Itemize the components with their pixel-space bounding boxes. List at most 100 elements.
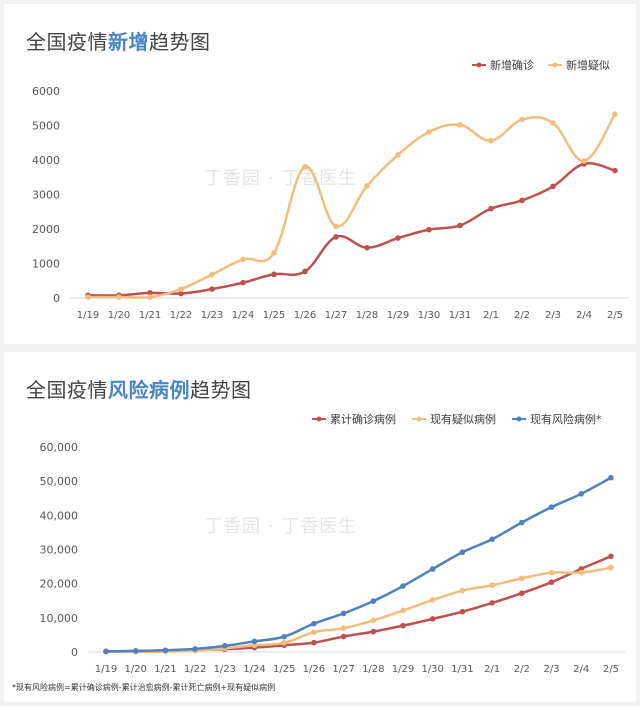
data-point [271,271,277,278]
data-point [457,222,463,229]
data-point [103,648,109,655]
data-point [488,137,494,144]
data-point [395,152,401,158]
data-point [281,633,288,640]
data-point [400,622,406,629]
x-tick-label: 2/4 [573,664,589,675]
data-point [548,579,555,585]
data-point [147,290,153,296]
y-tick-label: 5000 [32,120,60,133]
x-tick-label: 1/29 [392,664,414,675]
data-point [240,256,246,263]
series-line [105,566,612,654]
series-line [87,113,617,299]
data-point [209,271,215,278]
line-chart-risk-cases: 0 10,000 20,000 30,000 40,000 50,000 60,000 1/1… [40,412,625,675]
data-point [400,607,406,614]
y-tick-label: 0 [53,292,60,305]
x-tick-label: 1/27 [332,664,354,675]
x-tick-label: 2/5 [603,664,619,675]
data-point [519,590,525,597]
chart-title: 全国疫情风险病例趋势图 [26,374,252,403]
x-tick-label: 1/31 [449,310,471,321]
data-point [429,616,436,622]
data-point [147,294,153,300]
x-tick-label: 1/25 [273,664,295,675]
title-prefix: 全国疫情 [26,30,108,54]
data-point [429,597,436,603]
y-tick-label: 30,000 [40,544,79,557]
data-point [85,294,91,300]
data-point [395,235,401,241]
data-point [116,294,122,300]
data-point [548,569,555,576]
data-point [608,564,614,571]
legend-label: 新增确诊 [490,58,534,72]
data-point [132,648,139,654]
x-tick-label: 2/2 [514,664,530,675]
x-tick-label: 1/29 [387,310,409,321]
data-point [400,583,406,589]
x-tick-label: 1/26 [294,310,316,321]
data-point [370,628,377,635]
data-point [251,642,258,649]
data-point [340,610,347,617]
y-tick-label: 20,000 [40,578,79,591]
data-point [340,633,347,640]
data-point [271,250,277,256]
y-tick-label: 10,000 [40,612,79,625]
line-chart-new-cases: 0 1000 2000 3000 4000 5000 6000 1/19 1/20 1/21 1/2… [32,58,629,321]
y-tick-label: 40,000 [40,509,79,522]
x-tick-label: 1/22 [170,310,192,321]
data-point [251,638,258,645]
data-point [581,158,587,164]
data-point [370,617,377,624]
legend-label: 现有风险病例* [530,412,602,426]
series-line [87,162,616,297]
data-point [608,553,614,560]
data-point [340,625,347,631]
data-point [178,286,184,292]
x-tick-label: 1/19 [77,310,99,321]
x-tick-label: 2/1 [484,664,500,675]
data-point [333,223,339,230]
x-tick-label: 2/4 [576,310,592,321]
data-point [608,474,614,481]
data-point [333,234,339,240]
y-tick-label: 6000 [32,85,60,98]
chart-title: 全国疫情新增趋势图 [26,26,211,55]
data-point [364,244,370,251]
x-tick-label: 1/28 [356,310,378,321]
data-point [519,519,525,526]
data-point [519,575,525,582]
legend-label: 现有疑似病例 [430,412,496,426]
data-point [489,600,495,606]
data-point [548,504,555,510]
data-point [209,286,215,292]
title-suffix: 趋势图 [149,30,211,54]
data-point [612,111,618,117]
y-tick-label: 4000 [32,154,60,167]
data-point [578,569,584,576]
legend-swatch-dot [416,416,422,422]
x-tick-label: 1/21 [139,310,161,321]
data-point [457,122,463,128]
y-tick-label: 3000 [32,189,60,202]
x-tick-label: 1/24 [243,664,265,675]
title-highlight: 风险病例 [108,378,190,402]
x-tick-label: 1/30 [418,310,440,321]
data-point [222,643,228,649]
data-point [550,183,556,190]
watermark: 丁香园 · 丁香医生 [204,516,358,537]
legend-swatch-dot [552,62,558,68]
x-tick-label: 1/23 [214,664,236,675]
legend-swatch-dot [316,416,322,422]
data-point [488,205,494,212]
data-point [162,647,169,654]
x-tick-label: 2/2 [514,310,530,321]
x-tick-label: 1/28 [362,664,384,675]
x-tick-label: 1/20 [124,664,146,675]
x-tick-label: 1/31 [451,664,473,675]
legend-label: 新增疑似 [566,58,610,72]
x-tick-label: 1/20 [108,310,130,321]
